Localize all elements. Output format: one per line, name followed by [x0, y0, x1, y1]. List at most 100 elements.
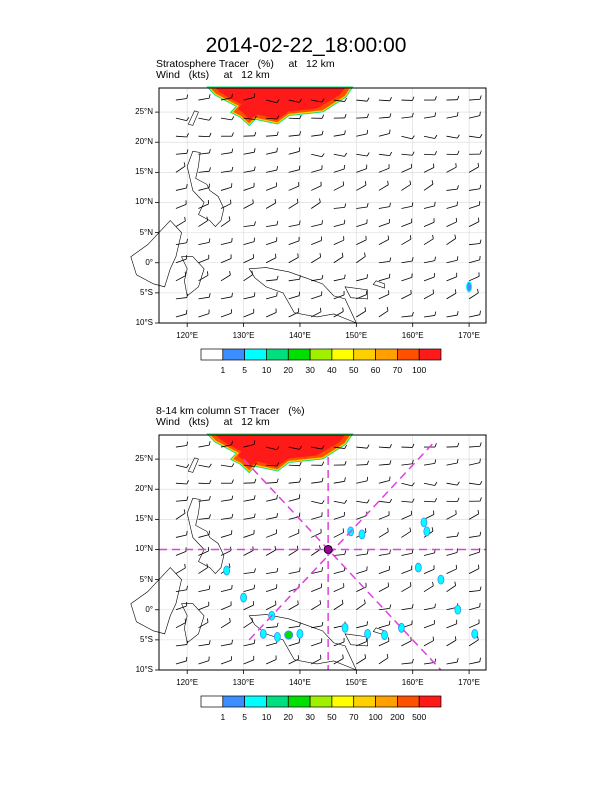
- p1-wind-barb: [198, 258, 209, 264]
- p2-wind-barb: [288, 604, 299, 611]
- p1-wind-barb-flag: [299, 220, 301, 225]
- p1-colorbar-label: 100: [412, 365, 427, 375]
- p2-wind-barb: [356, 641, 367, 647]
- p2-wind-barb: [266, 626, 278, 629]
- p2-wind-barb: [333, 570, 345, 574]
- p1-wind-barb: [446, 188, 458, 191]
- p2-wind-barb: [378, 569, 390, 574]
- p2-wind-barb-flag: [457, 481, 460, 486]
- p2-wind-barb-flag: [389, 476, 391, 481]
- p1-wind-barb: [401, 153, 413, 156]
- p2-wind-barb-flag: [276, 622, 279, 627]
- p2-colorbar-label: 10: [261, 712, 272, 722]
- p2-xtick-label: 140°E: [288, 678, 311, 687]
- p1-wind-barb: [401, 293, 412, 300]
- p2-wind-barb: [198, 643, 210, 647]
- p2-wind-barb: [311, 549, 321, 556]
- p1-wind-barb: [311, 168, 322, 173]
- p2-wind-barb: [311, 570, 323, 574]
- p2-wind-barb-flag: [434, 658, 437, 663]
- p2-coast-philippines: [186, 497, 225, 575]
- p2-ytick-label: 5°N: [139, 574, 153, 584]
- p1-wind-barb: [401, 277, 413, 282]
- p2-wind-barb: [378, 553, 390, 556]
- p2-wind-barb: [220, 659, 232, 665]
- p2-wind-barb-flag: [456, 658, 459, 663]
- p2-wind-barb: [356, 657, 366, 665]
- p1-colorbar-box-10: [418, 348, 442, 361]
- p2-wind-barb: [175, 551, 187, 556]
- p1-wind-barb: [446, 314, 458, 318]
- p2-wind-barb: [401, 607, 413, 611]
- p1-wind-barb: [288, 295, 300, 300]
- p2-wind-barb-flag: [321, 445, 325, 450]
- p1-wind-barb: [243, 312, 254, 318]
- p1-wind-barb-flag: [411, 112, 414, 117]
- p1-coast-taiwan: [187, 110, 199, 126]
- p2-wind-barb-flag: [477, 509, 480, 514]
- p2-wind-barb-flag: [228, 563, 231, 568]
- p1-wind-barb: [423, 293, 434, 300]
- p2-wind-barb-flag: [434, 498, 437, 503]
- p1-colorbar-box-8: [375, 348, 398, 361]
- panel2-subtitle-line2: Wind (kts) at 12 km: [156, 416, 270, 428]
- p1-wind-barb-flag: [298, 165, 301, 170]
- p2-wind-barb-flag: [186, 585, 188, 590]
- p1-wind-barb-flag: [389, 257, 392, 262]
- p2-colorbar-label: 30: [305, 712, 315, 722]
- p1-wind-barb: [446, 238, 456, 245]
- p2-wind-barb: [469, 445, 481, 448]
- p2-wind-barb-flag: [411, 459, 414, 464]
- p1-wind-barb: [468, 275, 480, 282]
- p1-wind-barb: [198, 187, 210, 191]
- p1-wind-barb-flag: [479, 95, 482, 100]
- p2-tracer-blob-9: [341, 622, 349, 633]
- p1-wind-barb-flag: [319, 253, 322, 258]
- p2-coast-sulawesi: [181, 603, 205, 644]
- p2-wind-barb: [265, 549, 276, 556]
- p1-wind-barb: [401, 260, 413, 264]
- p1-wind-barb-flag: [296, 198, 299, 203]
- p2-wind-barb: [266, 464, 278, 467]
- p2-wind-barb-flag: [366, 549, 369, 555]
- p1-wind-barb: [423, 205, 435, 209]
- p2-wind-barb-flag: [479, 531, 482, 536]
- p1-wind-barb: [175, 165, 186, 173]
- p1-wind-barb: [423, 116, 435, 119]
- p1-wind-barb-flag: [321, 114, 325, 119]
- p1-ytick-label: 0°: [145, 257, 153, 267]
- p2-wind-barb-flag: [321, 621, 324, 626]
- p1-wind-barb-flag: [386, 306, 389, 311]
- p1-wind-barb-flag: [366, 274, 368, 279]
- p2-wind-barb: [356, 480, 368, 484]
- p1-wind-barb: [401, 205, 413, 209]
- p1-wind-barb: [333, 153, 345, 157]
- p1-tracer-core: [215, 88, 346, 120]
- p1-wind-barb-flag: [276, 166, 278, 171]
- p2-wind-barb: [198, 660, 210, 665]
- p1-wind-barb-flag: [186, 117, 190, 121]
- p2-wind-barb: [311, 658, 322, 665]
- p2-frame: [158, 434, 487, 671]
- p2-wind-barb-flag: [364, 654, 367, 659]
- p1-wind-barb: [401, 184, 411, 191]
- p1-wind-barb-flag: [434, 112, 437, 117]
- p1-wind-barb: [378, 277, 390, 282]
- p2-wind-barb-flag: [479, 586, 482, 591]
- p2-colorbar-label: 50: [327, 712, 337, 722]
- p2-wind-barb: [288, 446, 300, 450]
- p2-wind-barb: [468, 606, 480, 611]
- p1-colorbar-label: 30: [305, 365, 315, 375]
- p2-wind-barb: [266, 642, 277, 647]
- p1-wind-barb: [378, 261, 390, 264]
- p1-wind-barb: [198, 170, 210, 173]
- p1-xtick-label: 130°E: [232, 331, 255, 340]
- p2-wind-barb: [378, 586, 389, 593]
- p2-wind-barb-flag: [254, 462, 257, 467]
- p1-wind-barb: [356, 153, 368, 157]
- p2-wind-barb: [220, 588, 232, 593]
- p2-wind-barb-flag: [254, 513, 256, 518]
- p1-xtick-label: 170°E: [458, 331, 481, 340]
- p2-wind-barb: [220, 605, 232, 611]
- p1-wind-barb-flag: [364, 307, 367, 312]
